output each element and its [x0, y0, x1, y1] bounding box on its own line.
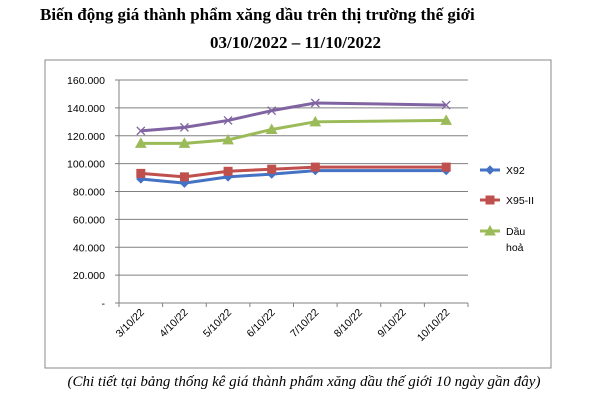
data-point [179, 122, 189, 132]
legend-entry: X92 [480, 165, 525, 177]
y-tick-label: - [102, 298, 106, 310]
legend-entry: Dầu hoả [480, 224, 525, 254]
y-tick-label: 100.000 [67, 159, 105, 171]
chart-title-line1: Biến động giá thành phẩm xăng dầu trên t… [40, 5, 475, 24]
series-3 [136, 98, 451, 136]
data-point [223, 115, 233, 125]
y-tick-label: 140.000 [67, 103, 105, 115]
chart-title-line2: 03/10/2022 – 11/10/2022 [210, 33, 381, 52]
legend-marker [485, 165, 495, 175]
y-tick-label: 160.000 [67, 75, 105, 87]
axes [115, 79, 469, 307]
legend: X92 X95-II Dầu hoả [480, 165, 534, 254]
data-point [222, 133, 234, 145]
data-point [223, 166, 233, 176]
series-2 [134, 114, 453, 148]
data-point [178, 137, 191, 148]
data-point [136, 126, 146, 136]
y-tick-labels: - 20.000 40.000 60.000 80.000 100.000 120.000 1… [67, 75, 105, 310]
marker-stroke [223, 115, 233, 125]
marker-stroke [310, 98, 320, 108]
marker-stroke [136, 126, 146, 136]
series-1 [136, 162, 451, 182]
y-tick-label: 20.000 [73, 270, 105, 282]
data-point [309, 115, 322, 127]
data-point [136, 168, 146, 178]
y-tick-label: 80.000 [73, 187, 105, 199]
legend-marker [484, 224, 496, 236]
y-tick-label: 40.000 [73, 242, 105, 254]
y-tick-label: 120.000 [67, 131, 105, 143]
data-point [310, 98, 320, 108]
legend-label: Dầu [506, 226, 525, 238]
chart-frame [44, 59, 552, 369]
data-point [440, 114, 453, 125]
line-chart: - 20.000 40.000 60.000 80.000 100.000 120.000 1… [44, 59, 552, 369]
data-point [441, 162, 451, 172]
chart-caption: (Chi tiết tại bảng thống kê giá thành ph… [67, 374, 541, 390]
series-group [134, 98, 453, 188]
data-point [267, 106, 277, 116]
marker-stroke [179, 122, 189, 132]
series-line [140, 101, 447, 133]
marker-stroke [267, 106, 277, 116]
data-point [310, 162, 320, 172]
data-point [265, 123, 278, 134]
series-line [140, 165, 447, 179]
legend-marker [485, 195, 495, 205]
legend-entry: X95-II [480, 195, 534, 207]
y-tick-label: 60.000 [73, 214, 105, 226]
data-point [134, 137, 147, 148]
data-point [441, 100, 451, 110]
series-line [140, 118, 447, 145]
series-line [140, 169, 447, 185]
legend-label: X95-II [506, 195, 534, 207]
gridlines [119, 79, 468, 276]
data-point [179, 172, 189, 182]
data-point [267, 164, 277, 174]
legend-label: X92 [506, 165, 525, 177]
marker-stroke [441, 100, 451, 110]
legend-label: hoả [506, 242, 524, 254]
